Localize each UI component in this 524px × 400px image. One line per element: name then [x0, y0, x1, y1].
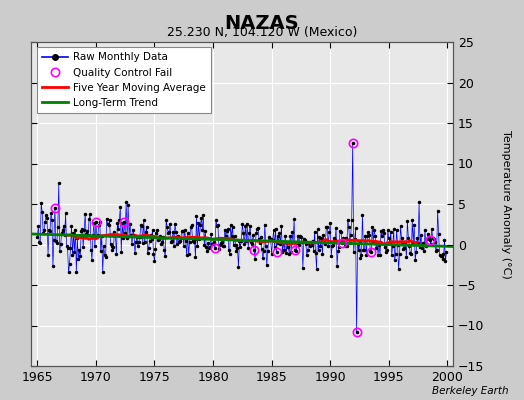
Y-axis label: Temperature Anomaly (°C): Temperature Anomaly (°C): [501, 130, 511, 278]
Text: 25.230 N, 104.120 W (Mexico): 25.230 N, 104.120 W (Mexico): [167, 26, 357, 39]
Legend: Raw Monthly Data, Quality Control Fail, Five Year Moving Average, Long-Term Tren: Raw Monthly Data, Quality Control Fail, …: [37, 47, 211, 113]
Text: NAZAS: NAZAS: [225, 14, 299, 33]
Text: Berkeley Earth: Berkeley Earth: [432, 386, 508, 396]
